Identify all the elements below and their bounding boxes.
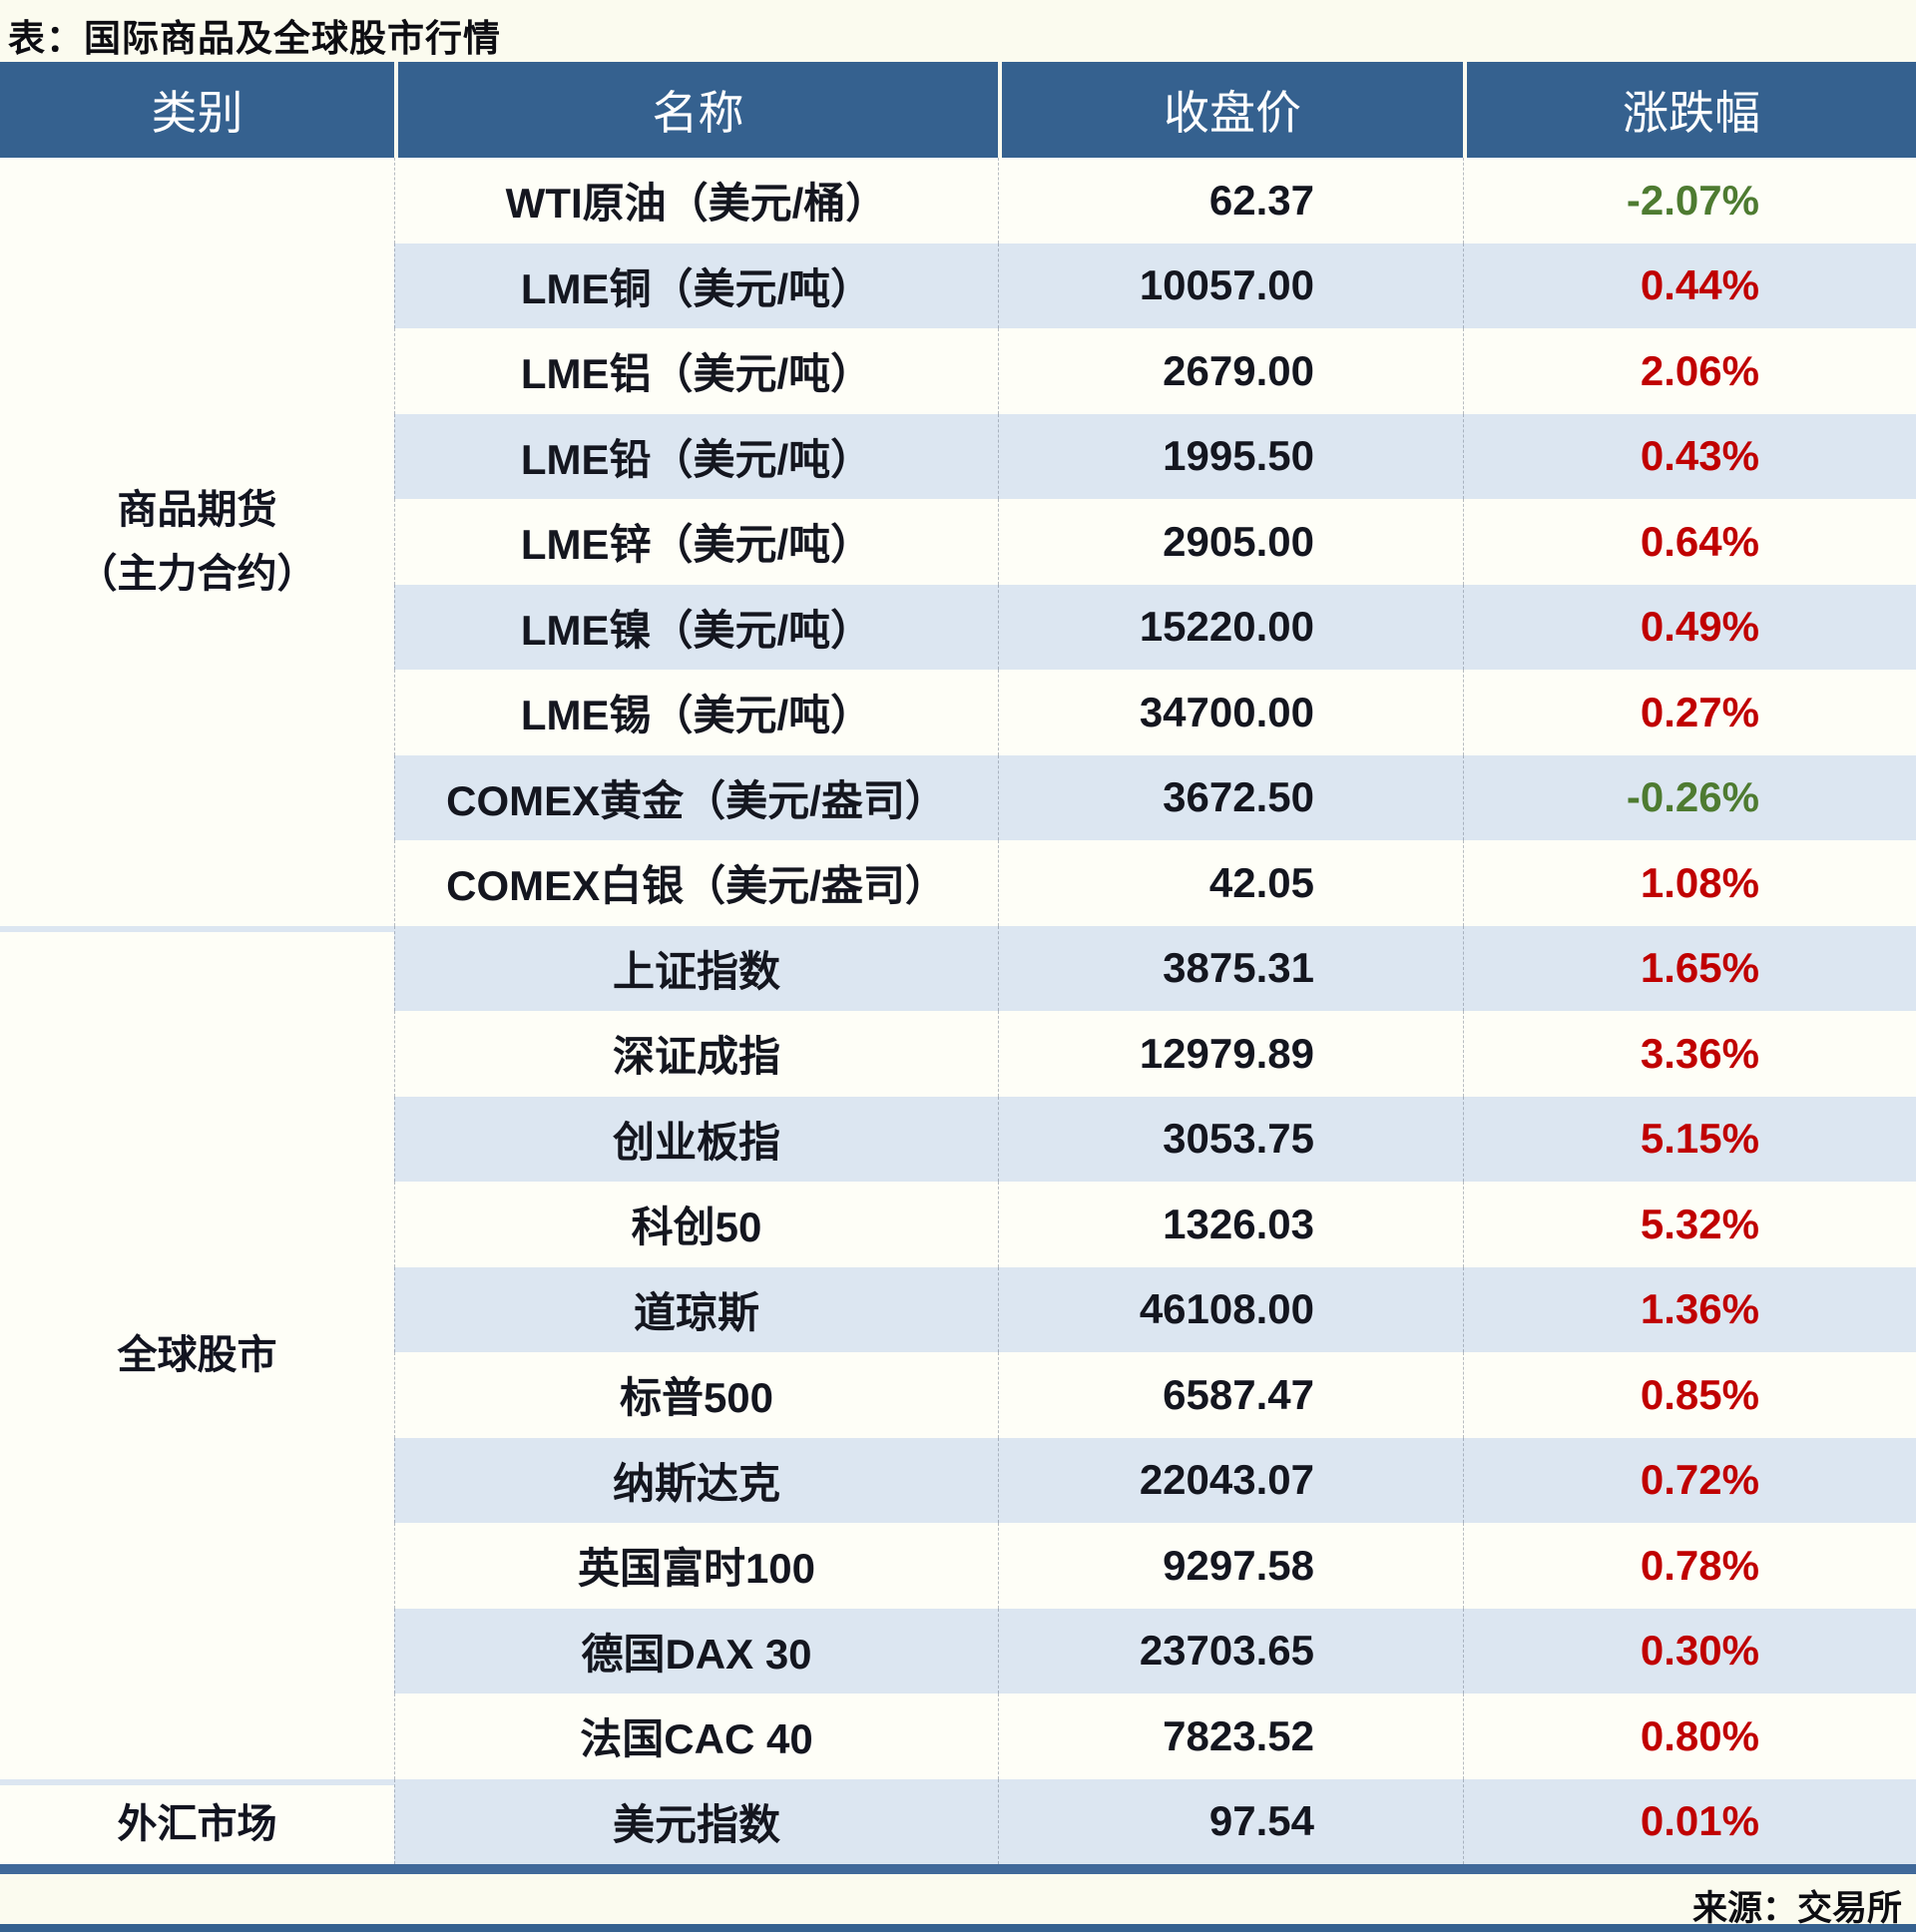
name-cell: 德国DAX 30	[394, 1608, 998, 1693]
change-cell: 0.49%	[1463, 584, 1916, 670]
close-cell: 97.54	[998, 1778, 1463, 1864]
change-cell: 0.30%	[1463, 1608, 1916, 1693]
source-note: 来源：交易所	[1691, 1889, 1902, 1928]
name-cell: 标普500	[394, 1352, 998, 1438]
change-cell: -0.26%	[1463, 754, 1916, 840]
name-cell: LME锌（美元/吨）	[394, 499, 998, 585]
close-cell: 34700.00	[998, 670, 1463, 755]
name-cell: 上证指数	[394, 925, 998, 1011]
category-label-line: 外汇市场	[117, 1802, 277, 1847]
change-cell: 5.32%	[1463, 1182, 1916, 1267]
bottom-accent-bar	[0, 1924, 1916, 1932]
change-cell: 0.78%	[1463, 1523, 1916, 1609]
change-cell: 0.01%	[1463, 1778, 1916, 1864]
change-cell: 1.08%	[1463, 840, 1916, 926]
close-cell: 10057.00	[998, 242, 1463, 328]
table-bottom-border	[0, 1864, 1916, 1874]
name-cell: 深证成指	[394, 1011, 998, 1097]
change-cell: 1.65%	[1463, 925, 1916, 1011]
close-cell: 62.37	[998, 158, 1463, 243]
table-title: 表：国际商品及全球股市行情	[8, 18, 501, 59]
name-cell: 法国CAC 40	[394, 1693, 998, 1779]
name-cell: 英国富时100	[394, 1523, 998, 1609]
close-cell: 46108.00	[998, 1266, 1463, 1352]
change-cell: -2.07%	[1463, 158, 1916, 243]
category-cell-commodity-futures: 商品期货 （主力合约）	[0, 158, 394, 926]
close-cell: 3672.50	[998, 754, 1463, 840]
name-cell: LME铜（美元/吨）	[394, 242, 998, 328]
name-cell: WTI原油（美元/桶）	[394, 158, 998, 243]
close-cell: 9297.58	[998, 1523, 1463, 1609]
name-cell: LME锡（美元/吨）	[394, 670, 998, 755]
category-label-line: 全球股市	[117, 1333, 277, 1377]
category-cell-forex: 外汇市场	[0, 1778, 394, 1864]
category-label-line: （主力合约）	[77, 551, 317, 596]
name-cell: 道琼斯	[394, 1266, 998, 1352]
close-cell: 6587.47	[998, 1352, 1463, 1438]
change-cell: 0.64%	[1463, 499, 1916, 585]
change-cell: 0.27%	[1463, 670, 1916, 755]
name-cell: COMEX白银（美元/盎司）	[394, 840, 998, 926]
close-cell: 12979.89	[998, 1011, 1463, 1097]
column-header-name: 名称	[394, 62, 998, 158]
close-cell: 3053.75	[998, 1096, 1463, 1182]
change-cell: 0.43%	[1463, 413, 1916, 499]
column-header-change: 涨跌幅	[1463, 62, 1916, 158]
change-cell: 0.85%	[1463, 1352, 1916, 1438]
close-cell: 23703.65	[998, 1608, 1463, 1693]
close-cell: 2905.00	[998, 499, 1463, 585]
name-cell: LME铅（美元/吨）	[394, 413, 998, 499]
change-cell: 5.15%	[1463, 1096, 1916, 1182]
close-cell: 15220.00	[998, 584, 1463, 670]
change-cell: 0.72%	[1463, 1437, 1916, 1523]
name-cell: LME镍（美元/吨）	[394, 584, 998, 670]
column-header-close: 收盘价	[998, 62, 1463, 158]
close-cell: 42.05	[998, 840, 1463, 926]
name-cell: 美元指数	[394, 1778, 998, 1864]
name-cell: LME铝（美元/吨）	[394, 328, 998, 414]
change-cell: 2.06%	[1463, 328, 1916, 414]
close-cell: 2679.00	[998, 328, 1463, 414]
close-cell: 1995.50	[998, 413, 1463, 499]
close-cell: 7823.52	[998, 1693, 1463, 1779]
close-cell: 22043.07	[998, 1437, 1463, 1523]
column-header-category: 类别	[0, 62, 394, 158]
close-cell: 1326.03	[998, 1182, 1463, 1267]
name-cell: COMEX黄金（美元/盎司）	[394, 754, 998, 840]
name-cell: 创业板指	[394, 1096, 998, 1182]
change-cell: 0.44%	[1463, 242, 1916, 328]
name-cell: 纳斯达克	[394, 1437, 998, 1523]
category-cell-global-stocks: 全球股市	[0, 925, 394, 1779]
name-cell: 科创50	[394, 1182, 998, 1267]
category-label-line: 商品期货	[117, 487, 277, 532]
market-table: 类别 名称 收盘价 涨跌幅 商品期货 （主力合约） 全球股市 外汇市场 WTI原…	[0, 62, 1916, 1864]
change-cell: 1.36%	[1463, 1266, 1916, 1352]
change-cell: 3.36%	[1463, 1011, 1916, 1097]
change-cell: 0.80%	[1463, 1693, 1916, 1779]
close-cell: 3875.31	[998, 925, 1463, 1011]
